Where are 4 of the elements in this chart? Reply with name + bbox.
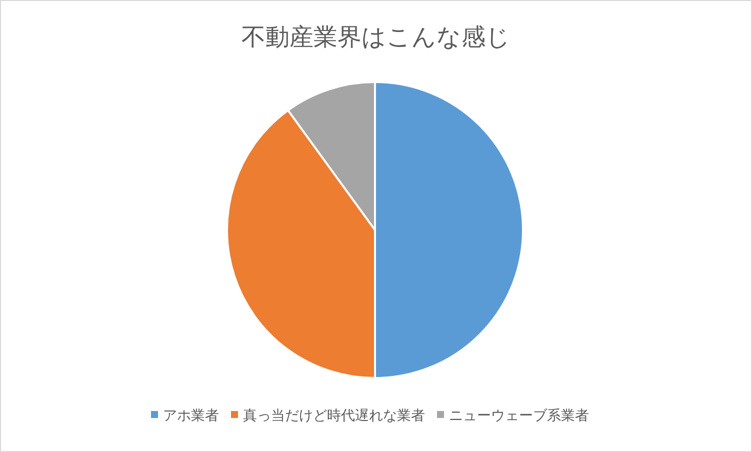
legend-label: 真っ当だけど時代遅れな業者 xyxy=(243,408,425,424)
legend-label: アホ業者 xyxy=(163,408,219,424)
chart-title: 不動産業界はこんな感じ xyxy=(242,23,510,51)
legend-label: ニューウェーブ系業者 xyxy=(449,408,589,424)
